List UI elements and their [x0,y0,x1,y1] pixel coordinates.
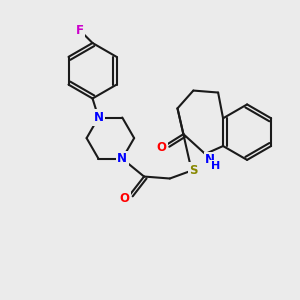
Text: O: O [119,192,129,205]
Text: O: O [157,140,166,154]
Text: N: N [94,111,103,124]
Text: H: H [211,161,220,171]
Text: F: F [76,24,84,37]
Text: N: N [205,153,215,167]
Text: N: N [117,152,127,165]
Text: S: S [189,164,198,177]
